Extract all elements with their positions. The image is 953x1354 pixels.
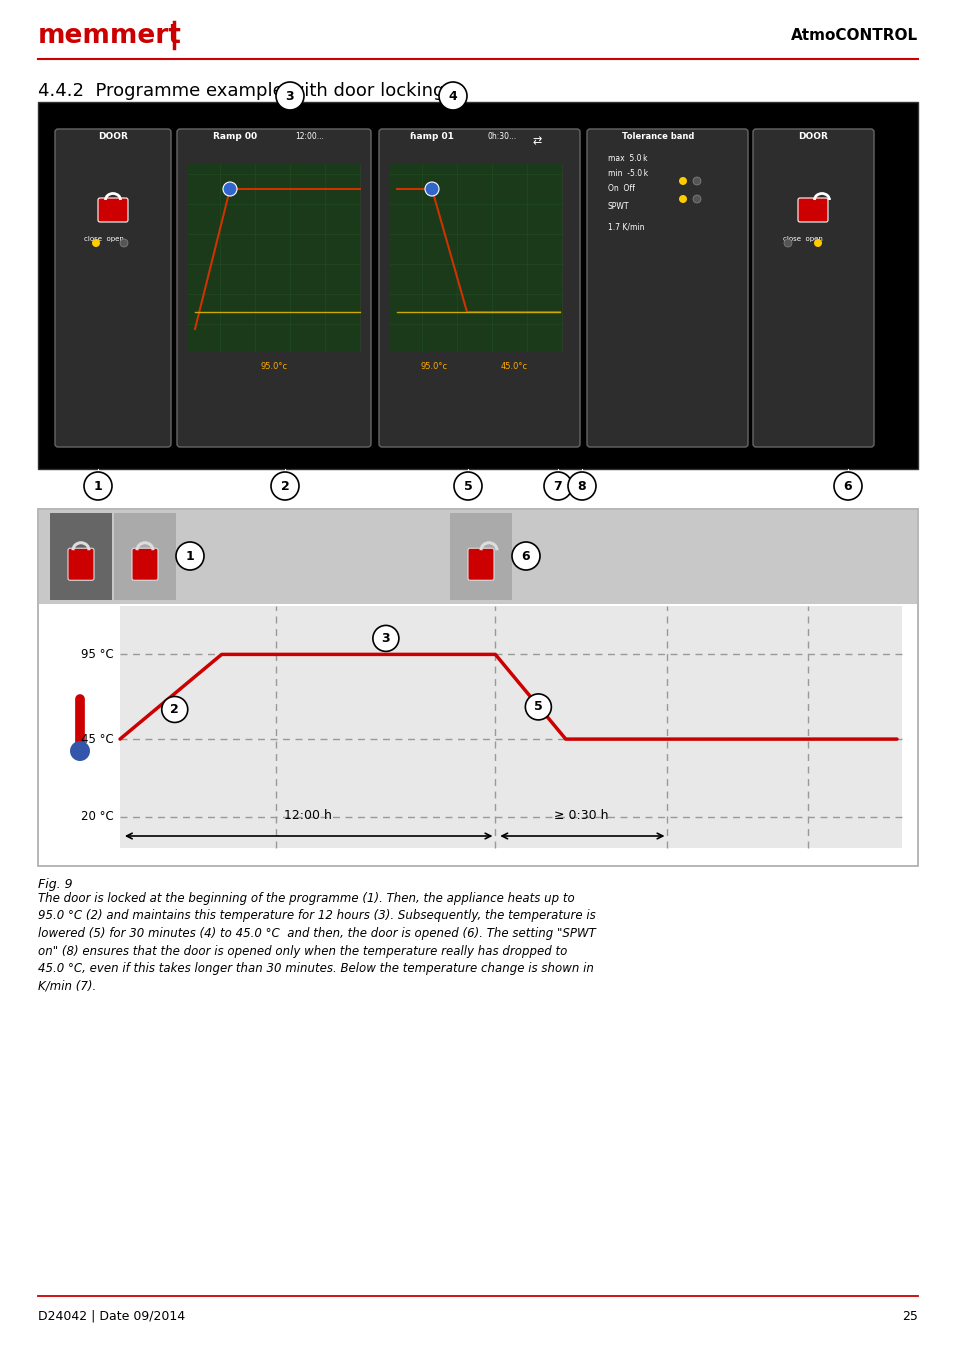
- FancyBboxPatch shape: [68, 548, 94, 581]
- Circle shape: [271, 473, 298, 500]
- FancyBboxPatch shape: [752, 129, 873, 447]
- Bar: [39, 510, 916, 604]
- Text: 2: 2: [280, 479, 289, 493]
- Circle shape: [543, 473, 572, 500]
- Bar: [450, 513, 512, 600]
- Circle shape: [162, 696, 188, 723]
- Circle shape: [692, 177, 700, 185]
- Text: SPWT: SPWT: [607, 202, 629, 211]
- Text: DOOR: DOOR: [798, 131, 827, 141]
- Circle shape: [438, 83, 467, 110]
- Bar: [390, 164, 561, 352]
- Text: 95.0°c: 95.0°c: [420, 362, 447, 371]
- Bar: [120, 607, 901, 848]
- Bar: [50, 513, 112, 600]
- Text: DOOR: DOOR: [98, 131, 128, 141]
- Circle shape: [424, 181, 438, 196]
- Circle shape: [120, 240, 128, 246]
- Text: D24042 | Date 09/2014: D24042 | Date 09/2014: [38, 1311, 185, 1323]
- Circle shape: [512, 542, 539, 570]
- Text: 1.7 K/min: 1.7 K/min: [607, 222, 644, 232]
- FancyBboxPatch shape: [468, 548, 494, 581]
- Text: The door is locked at the beginning of the programme (1). Then, the appliance he: The door is locked at the beginning of t…: [38, 892, 595, 992]
- Circle shape: [679, 177, 686, 185]
- Text: On  Off: On Off: [607, 184, 634, 194]
- Text: 0h:30...: 0h:30...: [487, 131, 516, 141]
- Circle shape: [525, 693, 551, 720]
- Text: close  open: close open: [782, 236, 822, 242]
- Circle shape: [692, 195, 700, 203]
- Text: 95 °C: 95 °C: [81, 649, 113, 661]
- Text: Fig. 9: Fig. 9: [38, 877, 72, 891]
- Text: ≥ 0:30 h: ≥ 0:30 h: [554, 808, 608, 822]
- Text: 1: 1: [186, 550, 194, 562]
- Text: Ramp 00: Ramp 00: [213, 131, 256, 141]
- Text: Tolerance band: Tolerance band: [621, 131, 694, 141]
- FancyBboxPatch shape: [55, 129, 171, 447]
- Text: ɦamp 01: ɦamp 01: [410, 131, 454, 141]
- Text: 2: 2: [171, 703, 179, 716]
- Text: 4: 4: [448, 89, 456, 103]
- Text: 6: 6: [842, 479, 851, 493]
- FancyBboxPatch shape: [586, 129, 747, 447]
- Text: 5: 5: [463, 479, 472, 493]
- Text: 12:00...: 12:00...: [295, 131, 324, 141]
- FancyBboxPatch shape: [797, 198, 827, 222]
- FancyBboxPatch shape: [132, 548, 158, 581]
- Text: 6: 6: [521, 550, 530, 562]
- Circle shape: [91, 240, 100, 246]
- Circle shape: [373, 626, 398, 651]
- Text: memmert: memmert: [38, 23, 182, 49]
- Circle shape: [813, 240, 821, 246]
- Circle shape: [223, 181, 236, 196]
- Circle shape: [679, 195, 686, 203]
- Text: 1: 1: [93, 479, 102, 493]
- Text: 20 °C: 20 °C: [81, 810, 113, 823]
- Bar: [38, 509, 917, 867]
- Text: 25: 25: [902, 1311, 917, 1323]
- Text: 5: 5: [534, 700, 542, 714]
- Text: ⇄: ⇄: [532, 135, 541, 146]
- Text: 95.0°c: 95.0°c: [260, 362, 287, 371]
- FancyBboxPatch shape: [378, 129, 579, 447]
- Bar: [113, 513, 175, 600]
- Circle shape: [567, 473, 596, 500]
- Circle shape: [175, 542, 204, 570]
- Text: 12:00 h: 12:00 h: [283, 808, 332, 822]
- Text: 4.4.2  Programme example with door locking: 4.4.2 Programme example with door lockin…: [38, 83, 444, 100]
- Text: 3: 3: [285, 89, 294, 103]
- Circle shape: [70, 741, 90, 761]
- Circle shape: [783, 240, 791, 246]
- Bar: [188, 164, 359, 352]
- Text: 45 °C: 45 °C: [81, 733, 113, 746]
- Circle shape: [454, 473, 481, 500]
- Text: AtmoCONTROL: AtmoCONTROL: [790, 28, 917, 43]
- Circle shape: [275, 83, 304, 110]
- Circle shape: [833, 473, 862, 500]
- Text: min  -5.0 k: min -5.0 k: [607, 169, 647, 177]
- Text: close  open: close open: [84, 236, 124, 242]
- FancyBboxPatch shape: [177, 129, 371, 447]
- Text: 3: 3: [381, 632, 390, 645]
- Text: 7: 7: [553, 479, 561, 493]
- Circle shape: [84, 473, 112, 500]
- Text: 45.0°c: 45.0°c: [500, 362, 527, 371]
- Bar: [38, 102, 917, 468]
- Text: max  5.0 k: max 5.0 k: [607, 154, 647, 162]
- Text: 8: 8: [578, 479, 586, 493]
- FancyBboxPatch shape: [98, 198, 128, 222]
